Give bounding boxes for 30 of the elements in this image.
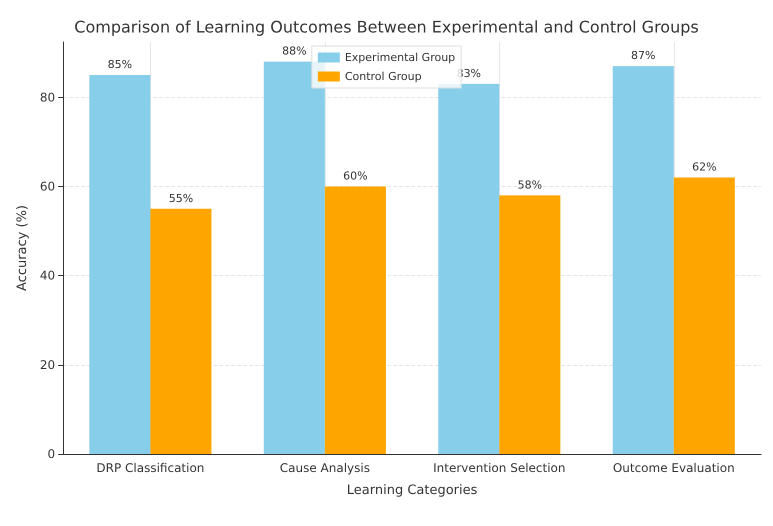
data-label: 62% xyxy=(692,160,717,174)
bar xyxy=(438,84,500,454)
data-label: 58% xyxy=(518,178,542,192)
y-tick-label: 40 xyxy=(40,268,56,283)
bar xyxy=(324,186,386,454)
y-tick-label: 0 xyxy=(48,447,56,461)
data-label: 55% xyxy=(168,192,194,205)
x-tick-label: Outcome Evaluation xyxy=(612,461,735,475)
data-label: 87% xyxy=(631,49,656,62)
chart-title: Comparison of Learning Outcomes Between Experimental and Control Groups xyxy=(74,18,699,36)
x-axis-title: Learning Categories xyxy=(346,483,478,498)
legend-label: Control Group xyxy=(344,70,422,83)
x-tick-label: Cause Analysis xyxy=(280,461,370,475)
x-tick-label: Intervention Selection xyxy=(433,461,566,475)
y-tick-label: 20 xyxy=(40,358,56,372)
x-tick-label: DRP Classification xyxy=(96,461,204,475)
data-label: 83% xyxy=(456,66,482,80)
bar xyxy=(89,74,150,454)
y-tick-label: 80 xyxy=(40,90,56,104)
data-label: 85% xyxy=(108,58,132,71)
data-label: 88% xyxy=(282,44,307,58)
y-tick-label: 60 xyxy=(40,179,56,194)
bar xyxy=(499,195,560,454)
bar xyxy=(674,178,735,454)
y-axis-title: Accuracy (%) xyxy=(15,205,30,291)
bar xyxy=(150,208,212,454)
bar xyxy=(264,62,325,454)
bar xyxy=(612,66,674,454)
data-label: 60% xyxy=(343,169,368,182)
legend-label: Experimental Group xyxy=(344,51,456,64)
